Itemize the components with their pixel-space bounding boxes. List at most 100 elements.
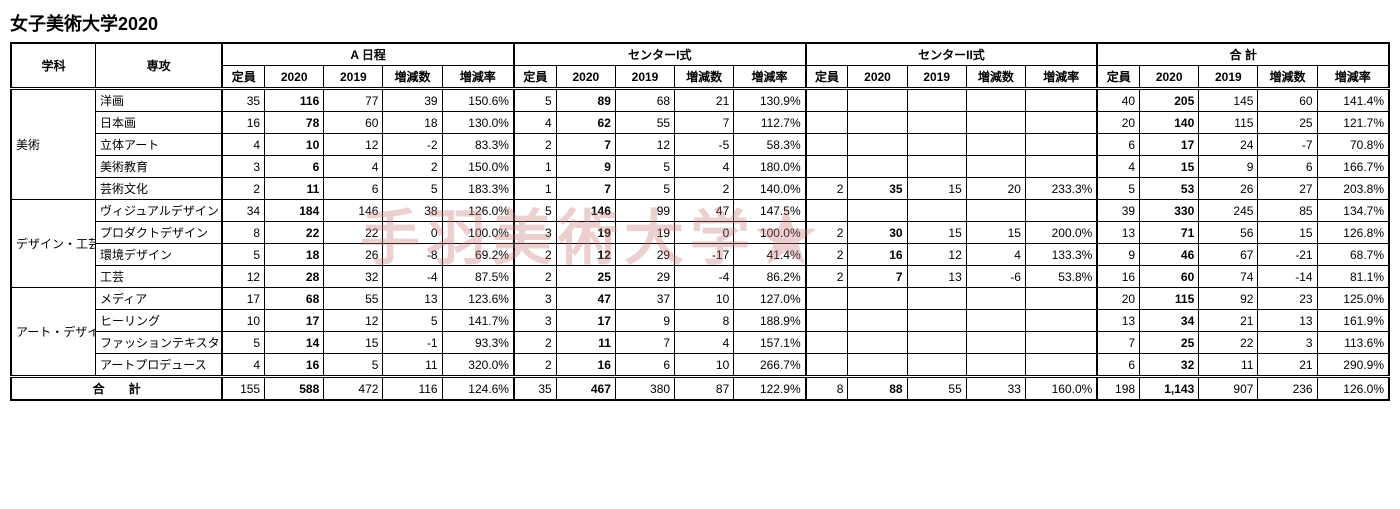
total-cell: 122.9% bbox=[734, 377, 806, 401]
data-cell: 7 bbox=[848, 266, 907, 288]
data-cell: 145 bbox=[1199, 89, 1258, 112]
major-cell: プロダクトデザイン bbox=[96, 222, 223, 244]
data-cell: 2 bbox=[806, 244, 848, 266]
data-cell bbox=[1025, 112, 1097, 134]
data-cell: 40 bbox=[1097, 89, 1139, 112]
total-cell: 126.0% bbox=[1317, 377, 1389, 401]
data-cell bbox=[848, 89, 907, 112]
table-body: 美術洋画351167739150.6%5896821130.9%40205145… bbox=[11, 89, 1389, 401]
data-cell bbox=[1025, 200, 1097, 222]
data-cell: 3 bbox=[514, 310, 556, 332]
data-cell: 13 bbox=[1258, 310, 1317, 332]
data-cell: 115 bbox=[1199, 112, 1258, 134]
data-cell bbox=[966, 134, 1025, 156]
data-cell: 23 bbox=[1258, 288, 1317, 310]
data-cell: 2 bbox=[514, 332, 556, 354]
total-cell: 588 bbox=[265, 377, 324, 401]
data-cell: 5 bbox=[514, 89, 556, 112]
data-cell: 123.6% bbox=[442, 288, 514, 310]
data-cell: 2 bbox=[514, 134, 556, 156]
data-cell bbox=[848, 200, 907, 222]
table-row: デザイン・工芸ヴィジュアルデザイン3418414638126.0%5146994… bbox=[11, 200, 1389, 222]
data-cell: 15 bbox=[907, 222, 966, 244]
data-cell: 130.0% bbox=[442, 112, 514, 134]
total-cell: 236 bbox=[1258, 377, 1317, 401]
data-cell: 10 bbox=[265, 134, 324, 156]
data-cell: 5 bbox=[383, 178, 442, 200]
data-cell: 4 bbox=[514, 112, 556, 134]
data-cell: 7 bbox=[615, 332, 674, 354]
data-cell: 47 bbox=[675, 200, 734, 222]
data-cell: 67 bbox=[1199, 244, 1258, 266]
data-cell: 87.5% bbox=[442, 266, 514, 288]
data-cell: 4 bbox=[966, 244, 1025, 266]
data-cell: 53.8% bbox=[1025, 266, 1097, 288]
header-subcol: 定員 bbox=[222, 66, 264, 89]
header-subcol: 増減率 bbox=[1025, 66, 1097, 89]
data-cell: 3 bbox=[1258, 332, 1317, 354]
data-cell: 4 bbox=[222, 134, 264, 156]
table-row: アートプロデュース416511320.0%216610266.7%6321121… bbox=[11, 354, 1389, 377]
data-cell: 133.3% bbox=[1025, 244, 1097, 266]
data-cell: 1 bbox=[514, 178, 556, 200]
data-cell bbox=[848, 310, 907, 332]
major-cell: 芸術文化 bbox=[96, 178, 223, 200]
data-cell: 22 bbox=[324, 222, 383, 244]
data-cell: 113.6% bbox=[1317, 332, 1389, 354]
data-cell: 2 bbox=[514, 244, 556, 266]
data-cell: 10 bbox=[675, 354, 734, 377]
table-header: 学科 専攻 A 日程 センターI式 センターII式 合 計 定員20202019… bbox=[11, 43, 1389, 89]
data-cell: 5 bbox=[615, 156, 674, 178]
dept-cell: 美術 bbox=[11, 89, 96, 200]
data-cell: 150.6% bbox=[442, 89, 514, 112]
data-cell: 8 bbox=[675, 310, 734, 332]
data-cell: 69.2% bbox=[442, 244, 514, 266]
header-major: 専攻 bbox=[96, 43, 223, 89]
data-cell bbox=[848, 112, 907, 134]
data-cell: 41.4% bbox=[734, 244, 806, 266]
data-cell: 39 bbox=[383, 89, 442, 112]
data-cell: 21 bbox=[675, 89, 734, 112]
header-subcol: 増減数 bbox=[383, 66, 442, 89]
data-cell: 81.1% bbox=[1317, 266, 1389, 288]
data-cell: -4 bbox=[383, 266, 442, 288]
data-cell: 140 bbox=[1140, 112, 1199, 134]
data-cell: 12 bbox=[324, 310, 383, 332]
data-cell: 200.0% bbox=[1025, 222, 1097, 244]
data-cell bbox=[806, 354, 848, 377]
data-cell: 77 bbox=[324, 89, 383, 112]
data-cell: 6 bbox=[1258, 156, 1317, 178]
data-cell bbox=[848, 156, 907, 178]
data-cell bbox=[966, 156, 1025, 178]
data-cell: 47 bbox=[556, 288, 615, 310]
data-cell bbox=[966, 332, 1025, 354]
header-subcol: 2019 bbox=[907, 66, 966, 89]
data-cell: 25 bbox=[556, 266, 615, 288]
data-cell: 13 bbox=[383, 288, 442, 310]
total-cell: 380 bbox=[615, 377, 674, 401]
data-cell: 10 bbox=[675, 288, 734, 310]
data-cell: 161.9% bbox=[1317, 310, 1389, 332]
header-group-c1: センターI式 bbox=[514, 43, 806, 66]
data-cell: -7 bbox=[1258, 134, 1317, 156]
data-cell bbox=[907, 354, 966, 377]
data-cell: 4 bbox=[675, 156, 734, 178]
header-group-total: 合 計 bbox=[1097, 43, 1389, 66]
data-cell bbox=[907, 288, 966, 310]
total-cell: 1,143 bbox=[1140, 377, 1199, 401]
data-cell: 141.4% bbox=[1317, 89, 1389, 112]
major-cell: メディア bbox=[96, 288, 223, 310]
data-cell bbox=[966, 310, 1025, 332]
data-cell: 2 bbox=[806, 222, 848, 244]
data-cell: 290.9% bbox=[1317, 354, 1389, 377]
total-cell: 33 bbox=[966, 377, 1025, 401]
data-cell: -4 bbox=[675, 266, 734, 288]
total-cell: 8 bbox=[806, 377, 848, 401]
data-cell: 74 bbox=[1199, 266, 1258, 288]
data-cell: 15 bbox=[1140, 156, 1199, 178]
major-cell: アートプロデュース bbox=[96, 354, 223, 377]
data-cell: 15 bbox=[324, 332, 383, 354]
data-cell: 17 bbox=[1140, 134, 1199, 156]
data-cell: 34 bbox=[222, 200, 264, 222]
header-subcol: 増減数 bbox=[675, 66, 734, 89]
